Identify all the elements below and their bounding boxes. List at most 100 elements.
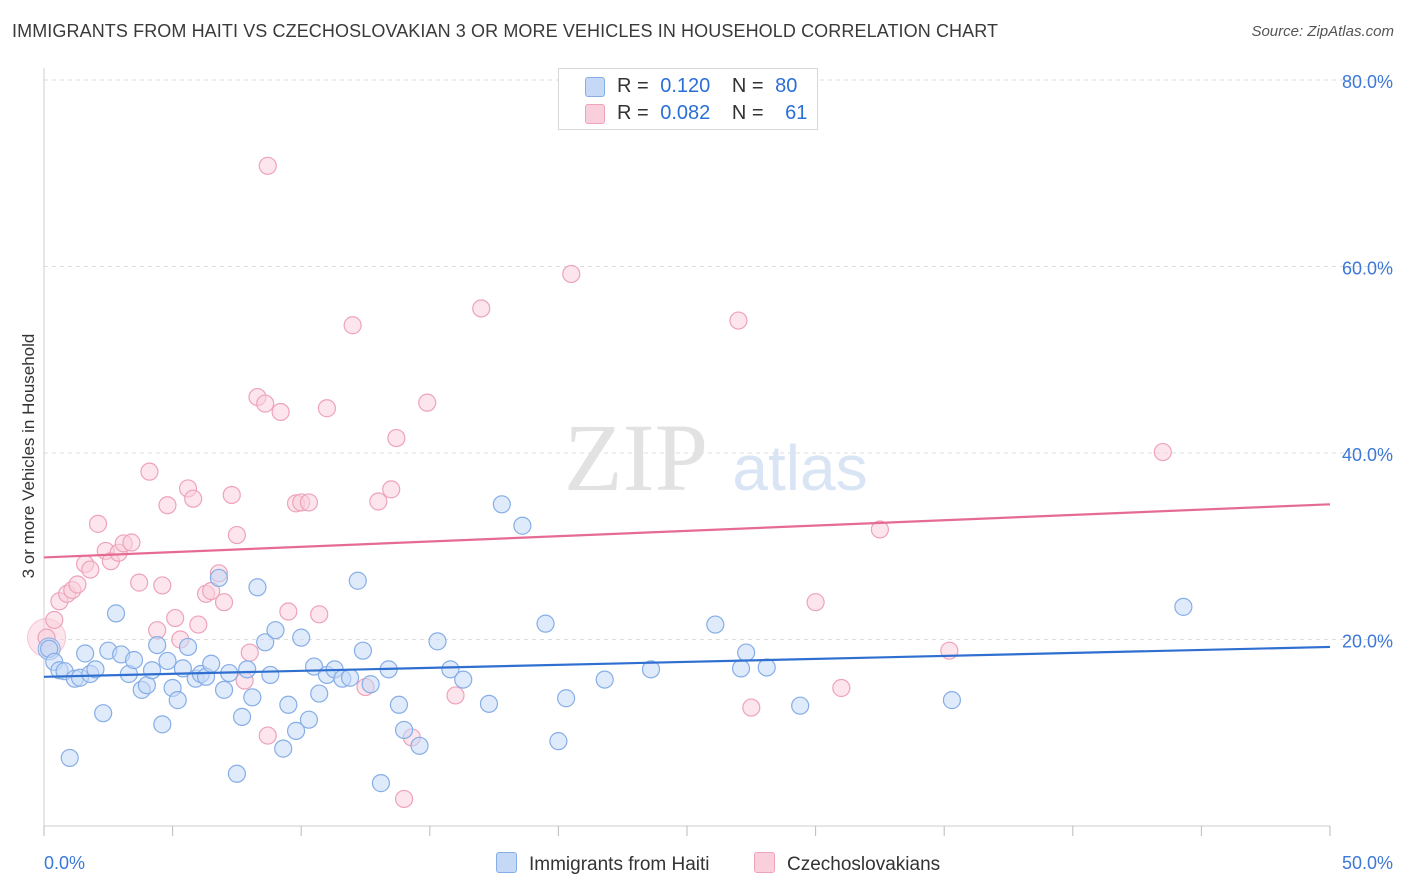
data-point: [178, 637, 198, 657]
data-point: [394, 789, 414, 809]
data-point: [310, 605, 329, 624]
data-point: [757, 658, 776, 677]
data-point: [86, 660, 105, 679]
data-point: [595, 670, 614, 689]
data-point: [536, 614, 555, 633]
tick-labels: 20.0% 40.0% 60.0% 80.0% 0.0% 50.0%: [44, 72, 1393, 873]
data-point: [140, 462, 159, 481]
stats-legend: R = 0.120 N = 80 R = 0.082 N = 61: [558, 68, 818, 130]
data-point: [641, 660, 661, 679]
legend-r-label: R =: [617, 75, 649, 97]
data-point: [279, 695, 298, 714]
data-point: [184, 489, 203, 508]
data-point: [168, 691, 187, 710]
data-point: [214, 593, 234, 612]
data-point: [731, 659, 751, 678]
x-tick-label-min: 0.0%: [44, 853, 85, 873]
data-point: [389, 695, 409, 714]
legend-r-label: R =: [617, 102, 649, 124]
data-point: [243, 688, 262, 707]
chart-title: IMMIGRANTS FROM HAITI VS CZECHOSLOVAKIAN…: [12, 21, 999, 41]
data-point: [68, 575, 87, 594]
data-point: [479, 694, 499, 713]
bottom-legend-label-haiti: Immigrants from Haiti: [529, 854, 710, 875]
data-point: [88, 514, 108, 533]
data-point: [279, 602, 298, 621]
data-point: [130, 573, 149, 592]
data-point: [148, 635, 167, 655]
bottom-legend-haiti: Immigrants from Haiti: [496, 852, 710, 876]
data-point: [258, 156, 277, 175]
bottom-legend-swatch-haiti: [496, 852, 517, 873]
grid-lines: [44, 79, 1392, 640]
data-point: [222, 485, 241, 505]
data-point: [361, 675, 380, 694]
data-point: [256, 394, 275, 413]
bottom-legend-czechoslovakians: Czechoslovakians: [754, 852, 940, 876]
data-point: [394, 720, 414, 740]
x-tick-label-max: 50.0%: [1342, 853, 1393, 873]
data-point: [729, 311, 748, 330]
legend-swatch-haiti: [585, 77, 605, 97]
data-point: [492, 495, 511, 514]
data-point: [446, 686, 465, 705]
data-point: [299, 493, 319, 512]
data-point: [122, 533, 141, 552]
data-point: [292, 628, 311, 647]
data-point: [227, 525, 246, 545]
data-point: [1153, 442, 1172, 462]
data-point: [153, 715, 172, 734]
data-point: [737, 643, 756, 662]
data-point: [153, 576, 172, 595]
data-point: [158, 651, 177, 671]
data-point: [202, 654, 221, 673]
data-point: [238, 660, 257, 679]
data-point: [382, 480, 401, 499]
data-point: [562, 264, 581, 284]
data-point: [549, 732, 568, 751]
data-point: [106, 604, 126, 623]
data-point: [76, 644, 95, 663]
data-point: [832, 678, 851, 698]
data-point: [266, 621, 285, 640]
data-point: [1174, 597, 1193, 616]
data-point: [791, 696, 810, 715]
watermark-atlas: atlas: [732, 432, 867, 504]
haiti-points: [37, 495, 1193, 793]
data-point: [189, 615, 208, 634]
data-point: [248, 578, 267, 597]
data-point: [286, 721, 306, 740]
axes: [43, 68, 1331, 836]
y-tick-label: 40.0%: [1342, 445, 1393, 465]
data-point: [806, 593, 825, 612]
data-point: [742, 698, 761, 717]
data-point: [81, 560, 100, 579]
data-point: [870, 520, 890, 539]
data-point: [343, 316, 362, 335]
source-credit: Source: ZipAtlas.com: [1251, 23, 1394, 40]
data-point: [240, 643, 259, 662]
data-point: [369, 492, 388, 511]
data-point: [513, 516, 532, 535]
data-point: [124, 650, 144, 670]
data-point: [387, 428, 406, 448]
bottom-legend-label-czechoslovakians: Czechoslovakians: [787, 854, 941, 875]
y-axis-label: 3 or more Vehicles in Household: [19, 334, 38, 579]
y-tick-label: 80.0%: [1342, 72, 1393, 92]
data-point: [45, 610, 64, 630]
data-point: [348, 571, 367, 590]
data-point: [418, 393, 437, 412]
data-point: [261, 665, 280, 685]
data-point: [310, 684, 329, 703]
data-point: [371, 774, 391, 793]
y-tick-label: 60.0%: [1342, 259, 1393, 279]
y-tick-label: 20.0%: [1342, 632, 1393, 652]
watermark-zip: ZIP: [564, 404, 708, 511]
legend-r-value: 0.120: [660, 75, 711, 97]
data-point: [227, 764, 246, 783]
data-point: [340, 668, 360, 687]
data-point: [441, 660, 460, 679]
legend-swatch-czechoslovakians: [585, 104, 605, 124]
data-point: [94, 704, 113, 723]
